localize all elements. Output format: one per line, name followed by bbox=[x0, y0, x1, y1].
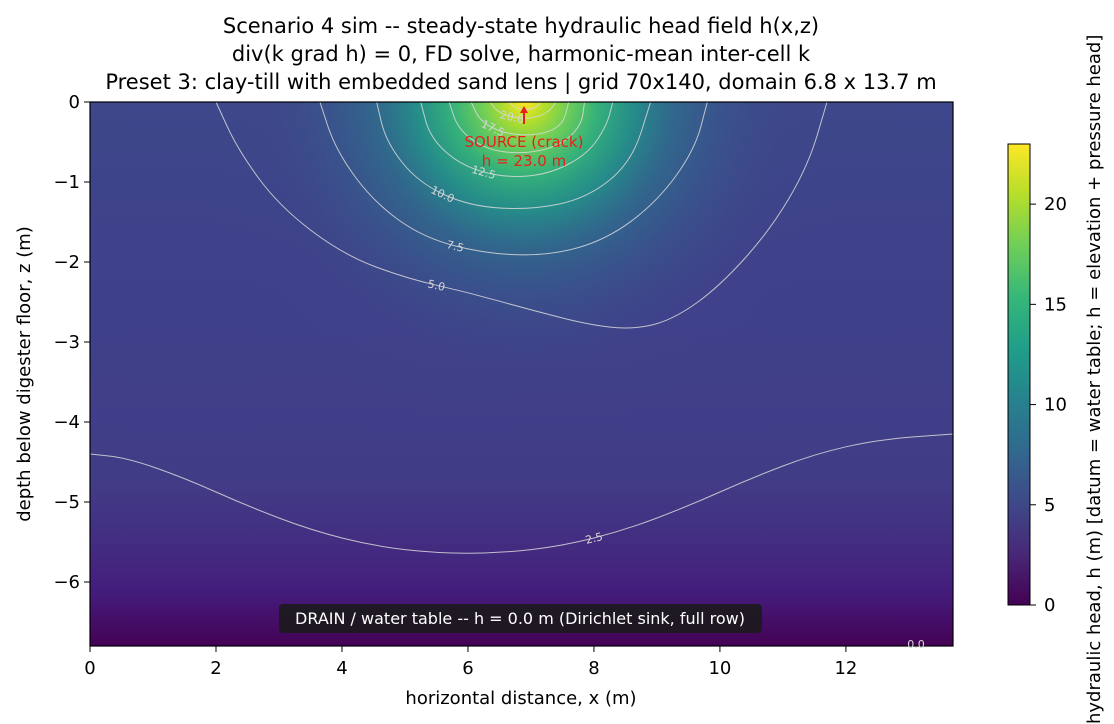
colorbar-tick-label: 0 bbox=[1044, 595, 1055, 616]
y-axis-ticks: 0 −1 −2 −3 −4 −5 −6 bbox=[53, 92, 90, 593]
drain-label: DRAIN / water table -- h = 0.0 m (Dirich… bbox=[295, 609, 745, 628]
y-tick-label: −2 bbox=[53, 252, 80, 273]
y-tick-label: −4 bbox=[53, 412, 80, 433]
x-tick-label: 6 bbox=[462, 658, 473, 679]
title-line-1: Scenario 4 sim -- steady-state hydraulic… bbox=[223, 14, 819, 38]
title-line-2: div(k grad h) = 0, FD solve, harmonic-me… bbox=[232, 42, 811, 66]
drain-label-box: DRAIN / water table -- h = 0.0 m (Dirich… bbox=[279, 604, 762, 633]
y-tick-label: −5 bbox=[53, 492, 80, 513]
chart-title: Scenario 4 sim -- steady-state hydraulic… bbox=[105, 14, 936, 95]
colorbar-ticks: 0 5 10 15 20 bbox=[1030, 194, 1067, 616]
contour-label-zero: 0.0 bbox=[907, 638, 925, 651]
x-axis-label: horizontal distance, x (m) bbox=[405, 688, 636, 709]
colorbar-tick-label: 10 bbox=[1044, 395, 1067, 416]
y-tick-label: −6 bbox=[53, 572, 80, 593]
source-label: SOURCE (crack) bbox=[465, 133, 584, 151]
x-tick-label: 0 bbox=[84, 658, 95, 679]
heatmap-plot-area: 2.55.07.510.012.517.520.0 bbox=[90, 102, 953, 646]
y-tick-label: −3 bbox=[53, 332, 80, 353]
colorbar-gradient bbox=[1008, 144, 1030, 605]
title-line-3: Preset 3: clay-till with embedded sand l… bbox=[105, 70, 936, 95]
x-tick-label: 2 bbox=[210, 658, 221, 679]
x-tick-label: 4 bbox=[336, 658, 347, 679]
colorbar-tick-label: 15 bbox=[1044, 294, 1067, 315]
y-tick-label: 0 bbox=[69, 92, 80, 113]
head-field-source-plume bbox=[90, 102, 953, 646]
colorbar-tick-label: 5 bbox=[1044, 495, 1055, 516]
y-axis-label: depth below digester floor, z (m) bbox=[14, 226, 35, 522]
colorbar-label: hydraulic head, h (m) [datum = water tab… bbox=[1084, 35, 1105, 724]
colorbar: 0 5 10 15 20 bbox=[1008, 144, 1067, 616]
x-axis-ticks: 0 2 4 6 8 10 12 bbox=[84, 646, 857, 679]
source-head-label: h = 23.0 m bbox=[482, 152, 566, 170]
colorbar-tick-label: 20 bbox=[1044, 194, 1067, 215]
x-tick-label: 12 bbox=[834, 658, 857, 679]
x-tick-label: 10 bbox=[708, 658, 731, 679]
y-tick-label: −1 bbox=[53, 172, 80, 193]
x-tick-label: 8 bbox=[588, 658, 599, 679]
